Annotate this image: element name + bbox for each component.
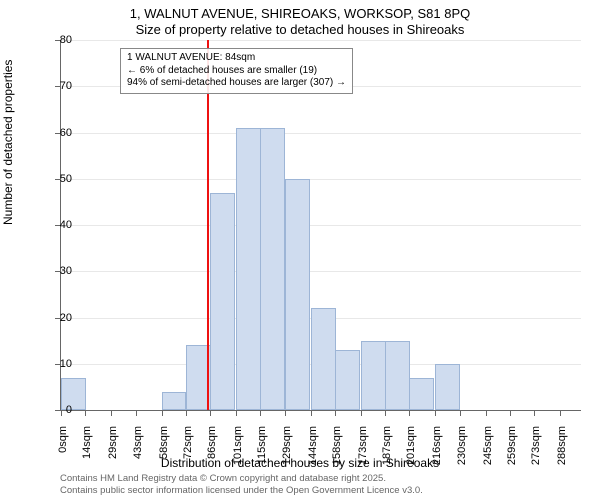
x-tick-label: 0sqm <box>57 426 69 466</box>
x-tick-label: 115sqm <box>256 426 268 466</box>
histogram-bar <box>236 128 261 410</box>
histogram-bar <box>311 308 336 410</box>
x-tick <box>186 410 187 416</box>
x-tick <box>85 410 86 416</box>
reference-line <box>207 40 209 410</box>
x-tick <box>560 410 561 416</box>
histogram-bar <box>361 341 386 410</box>
page-title-1: 1, WALNUT AVENUE, SHIREOAKS, WORKSOP, S8… <box>0 6 600 21</box>
grid-line <box>61 225 581 226</box>
histogram-chart <box>60 40 581 411</box>
x-tick <box>409 410 410 416</box>
x-tick <box>111 410 112 416</box>
x-tick-label: 245sqm <box>482 426 494 466</box>
x-tick <box>236 410 237 416</box>
x-tick-label: 43sqm <box>132 426 144 466</box>
y-tick-label: 60 <box>32 127 72 139</box>
y-tick-label: 20 <box>32 312 72 324</box>
x-tick <box>210 410 211 416</box>
grid-line <box>61 133 581 134</box>
x-tick-label: 129sqm <box>281 426 293 466</box>
x-tick-label: 273sqm <box>530 426 542 466</box>
x-tick-label: 101sqm <box>232 426 244 466</box>
annotation-line-2: ← 6% of detached houses are smaller (19) <box>127 65 346 78</box>
histogram-bar <box>162 392 187 411</box>
grid-line <box>61 271 581 272</box>
annotation-line-1: 1 WALNUT AVENUE: 84sqm <box>127 52 346 65</box>
x-tick-label: 259sqm <box>506 426 518 466</box>
grid-line <box>61 40 581 41</box>
y-tick-label: 10 <box>32 358 72 370</box>
x-tick-label: 158sqm <box>331 426 343 466</box>
x-tick <box>486 410 487 416</box>
x-tick <box>534 410 535 416</box>
y-tick-label: 70 <box>32 80 72 92</box>
x-tick-label: 230sqm <box>456 426 468 466</box>
y-tick-label: 30 <box>32 265 72 277</box>
x-tick <box>435 410 436 416</box>
x-tick <box>260 410 261 416</box>
y-tick-label: 0 <box>32 404 72 416</box>
x-tick-label: 58sqm <box>158 426 170 466</box>
x-tick-label: 86sqm <box>206 426 218 466</box>
histogram-bar <box>409 378 434 410</box>
x-tick <box>361 410 362 416</box>
y-tick-label: 40 <box>32 219 72 231</box>
footer-line-2: Contains public sector information licen… <box>60 485 423 496</box>
histogram-bar <box>285 179 310 410</box>
x-tick <box>136 410 137 416</box>
x-tick <box>311 410 312 416</box>
footer-line-1: Contains HM Land Registry data © Crown c… <box>60 473 423 484</box>
y-axis-title: Number of detached properties <box>1 60 15 225</box>
histogram-bar <box>385 341 410 410</box>
x-tick-label: 29sqm <box>107 426 119 466</box>
x-tick <box>335 410 336 416</box>
x-tick-label: 216sqm <box>431 426 443 466</box>
x-tick-label: 144sqm <box>307 426 319 466</box>
x-tick <box>385 410 386 416</box>
x-tick <box>162 410 163 416</box>
x-tick-label: 173sqm <box>357 426 369 466</box>
x-tick-label: 288sqm <box>556 426 568 466</box>
x-tick-label: 14sqm <box>81 426 93 466</box>
histogram-bar <box>435 364 460 410</box>
histogram-bar <box>335 350 360 410</box>
x-tick <box>285 410 286 416</box>
x-tick-label: 187sqm <box>381 426 393 466</box>
y-tick-label: 50 <box>32 173 72 185</box>
histogram-bar <box>210 193 235 410</box>
annotation-line-3: 94% of semi-detached houses are larger (… <box>127 77 346 90</box>
footer-attribution: Contains HM Land Registry data © Crown c… <box>60 473 423 496</box>
annotation-box: 1 WALNUT AVENUE: 84sqm ← 6% of detached … <box>120 48 353 94</box>
grid-line <box>61 179 581 180</box>
x-tick <box>510 410 511 416</box>
x-tick-label: 72sqm <box>182 426 194 466</box>
x-tick <box>460 410 461 416</box>
histogram-bar <box>260 128 285 410</box>
y-tick-label: 80 <box>32 34 72 46</box>
page-title-2: Size of property relative to detached ho… <box>0 22 600 37</box>
x-tick-label: 201sqm <box>405 426 417 466</box>
